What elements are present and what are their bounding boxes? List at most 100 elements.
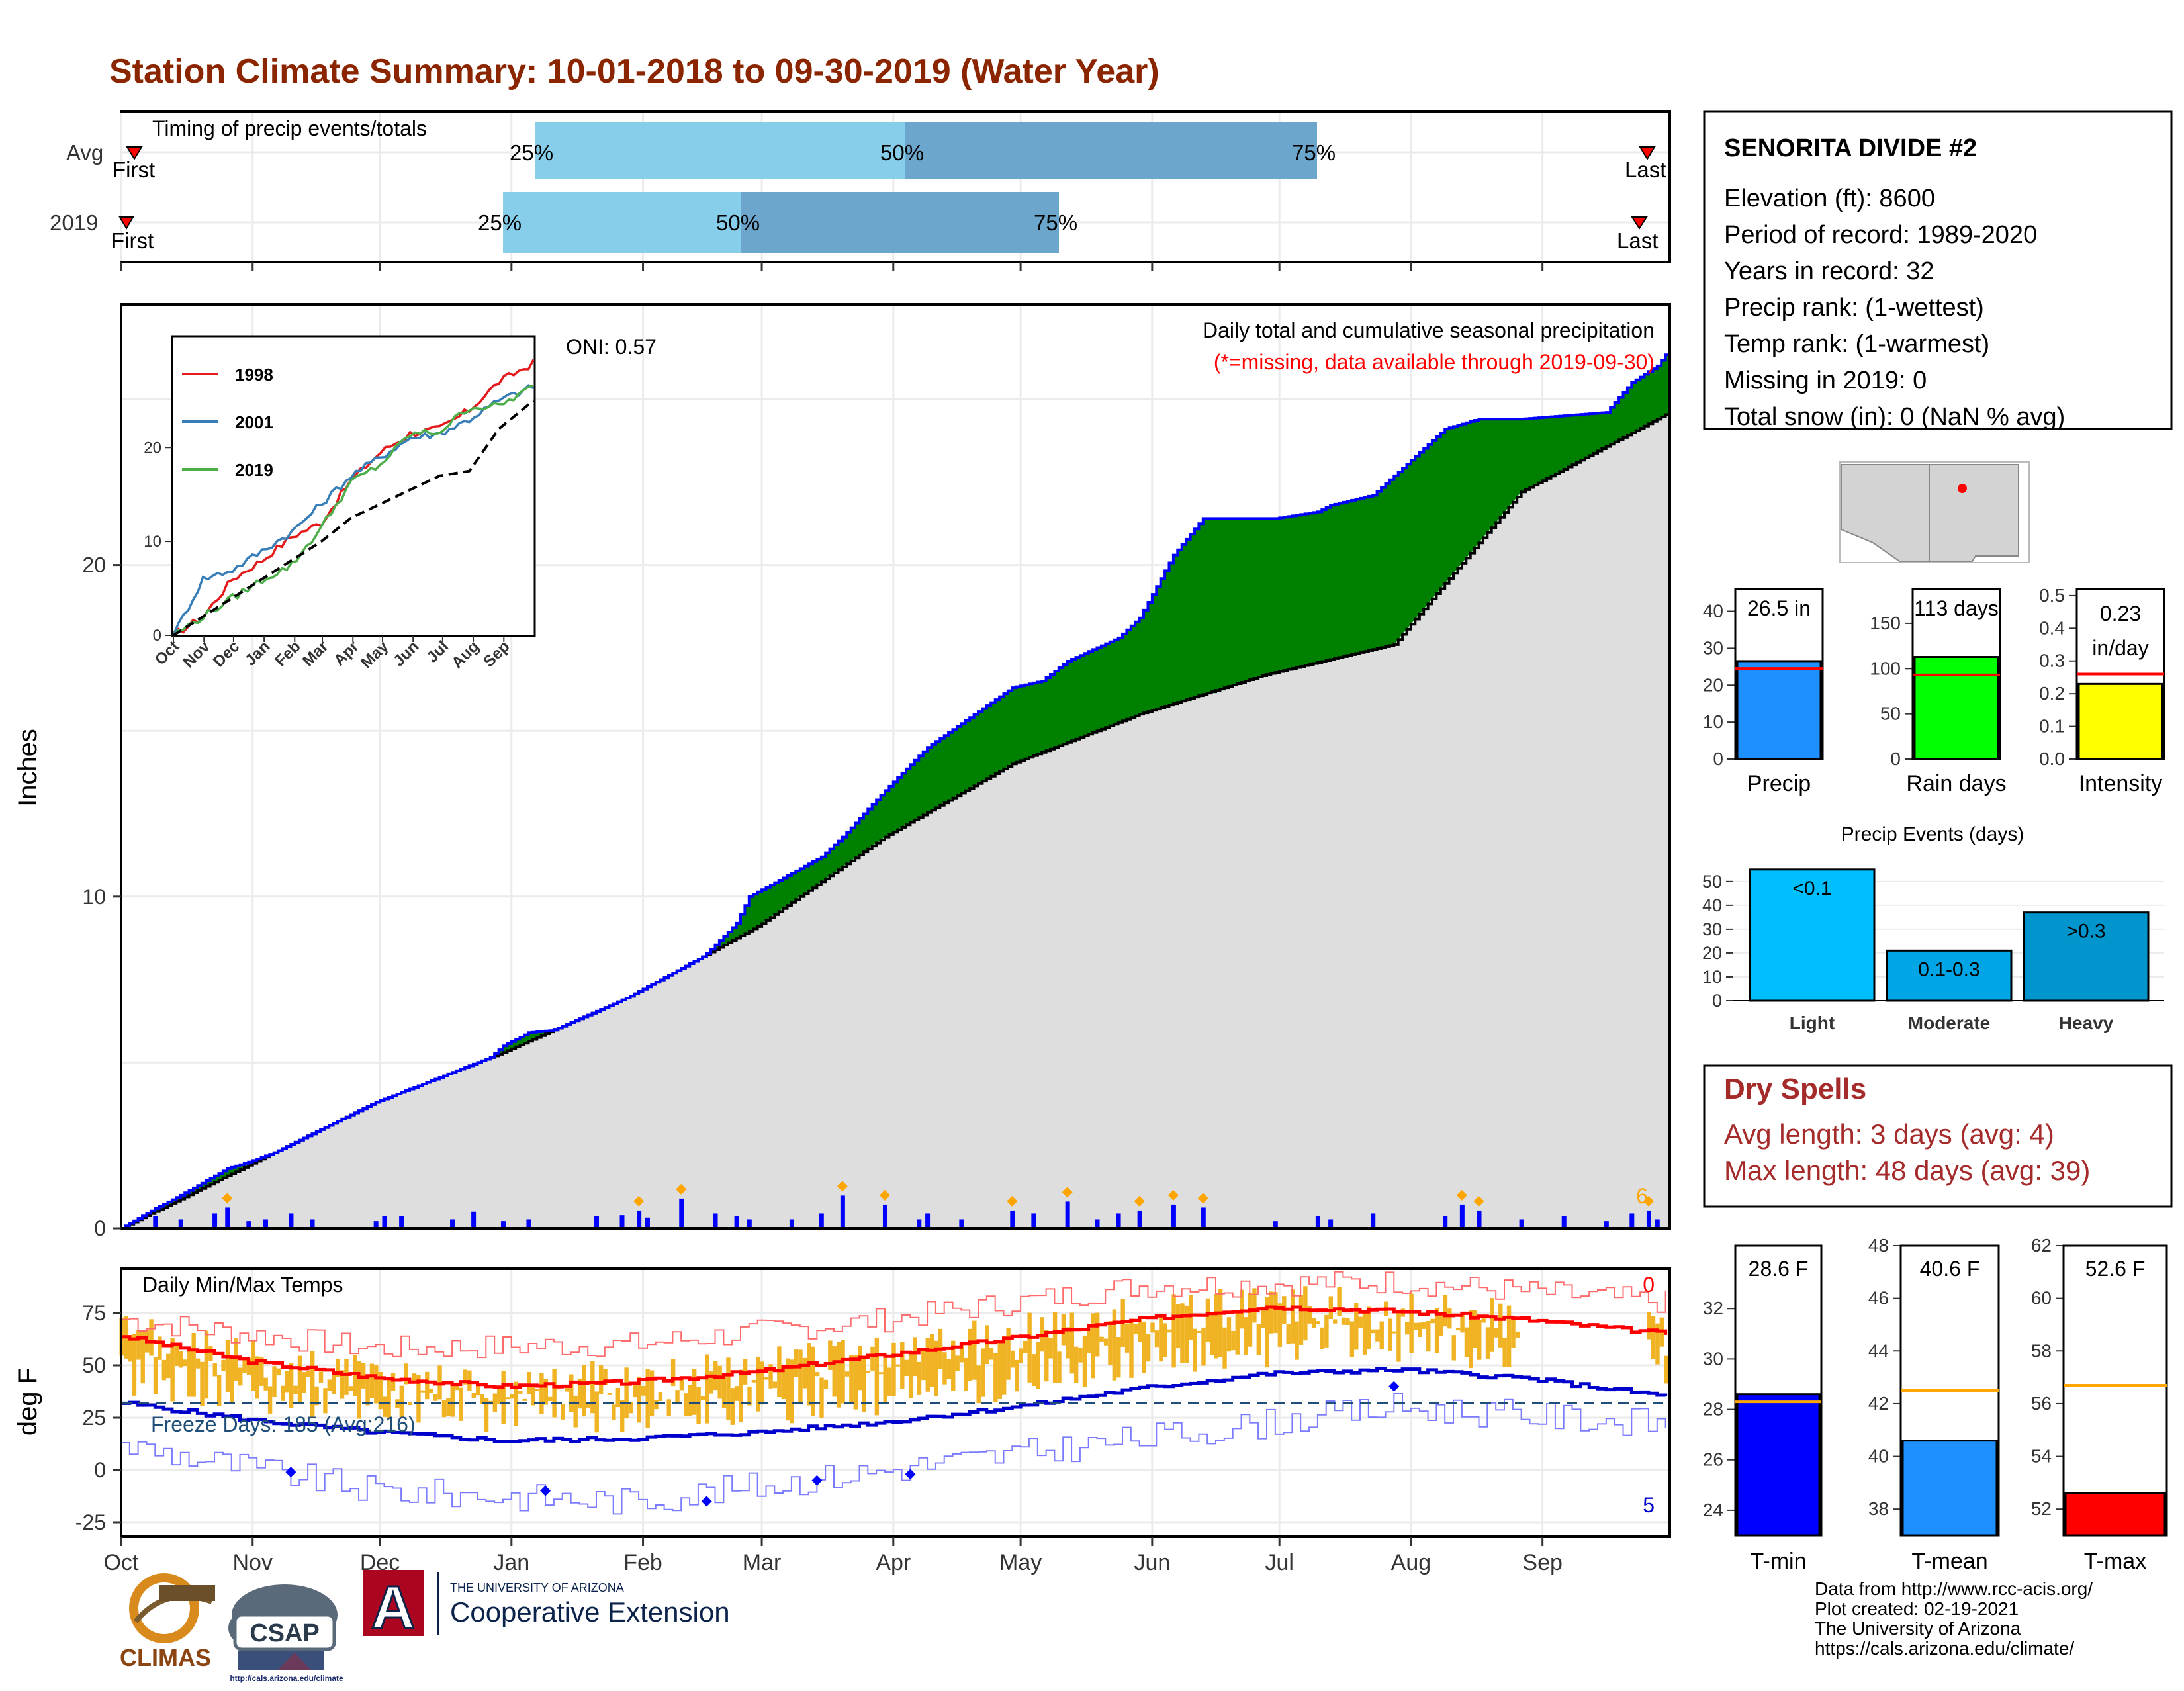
summary-value-label: 113 days [1914, 596, 1999, 620]
daily-temp-range-bar [323, 1388, 328, 1414]
daily-temp-range-bar [781, 1367, 786, 1400]
daily-precip-bar [1065, 1201, 1070, 1228]
daily-temp-range-bar [255, 1356, 260, 1399]
daily-temp-range-bar [1163, 1323, 1167, 1357]
csap-wordmark: CSAP [250, 1620, 320, 1647]
tsum-category-label: T-min [1751, 1549, 1807, 1574]
daily-precip-bar [1443, 1216, 1448, 1228]
daily-temp-range-bar [140, 1330, 145, 1384]
daily-temp-range-bar [1506, 1305, 1512, 1367]
daily-precip-bar [645, 1217, 650, 1228]
tsum-y-tick-label: 48 [1868, 1235, 1889, 1256]
daily-precip-bar [225, 1207, 230, 1228]
tsum-y-tick-label: 44 [1868, 1340, 1889, 1361]
daily-temp-range-bar [721, 1375, 727, 1408]
timing-avg-row-label: Avg [66, 140, 103, 165]
daily-temp-range-bar [357, 1361, 361, 1419]
daily-temp-range-bar [1418, 1322, 1422, 1338]
daily-temp-range-bar [285, 1371, 289, 1393]
daily-temp-range-bar [216, 1375, 222, 1406]
summary-y-tick-label: 0.0 [2039, 749, 2065, 769]
station-line-period: Period of record: 1989-2020 [1724, 221, 2037, 249]
timing-2019-first: First [111, 228, 154, 253]
events-bar-light [1749, 868, 1876, 1002]
daily-temp-range-bar [989, 1348, 994, 1360]
daily-temp-range-bar [658, 1392, 663, 1401]
daily-temp-range-bar [136, 1330, 141, 1360]
daily-temp-range-bar [200, 1361, 205, 1406]
average-max-line [121, 1305, 1668, 1389]
events-bar-value-label: <0.1 [1792, 878, 1831, 899]
daily-temp-range-bar [921, 1348, 926, 1381]
events-bar-value-label: 0.1-0.3 [1918, 958, 1979, 980]
daily-temp-range-bar [709, 1371, 714, 1394]
daily-temp-range-bar [1316, 1321, 1320, 1324]
daily-temp-range-bar [1337, 1287, 1342, 1316]
daily-temp-range-bar [1515, 1331, 1520, 1338]
heavy-precip-marker [633, 1195, 645, 1207]
daily-temp-range-bar [1439, 1312, 1443, 1337]
daily-precip-bar [310, 1219, 315, 1228]
daily-precip-bar [526, 1219, 531, 1228]
daily-temp-range-bar [149, 1319, 154, 1356]
daily-temp-range-bar [179, 1351, 183, 1368]
above-average-area [121, 349, 1670, 1228]
daily-temp-range-bar [1371, 1329, 1376, 1334]
climas-bar-icon [159, 1585, 215, 1601]
summary-bar-rain-days [1913, 656, 1999, 760]
daily-temp-range-bar [267, 1386, 273, 1414]
daily-temp-range-bar [276, 1368, 281, 1376]
daily-temp-range-bar [696, 1387, 701, 1424]
heavy-precip-marker [1134, 1195, 1145, 1207]
daily-temp-range-bar [412, 1373, 417, 1383]
daily-temp-range-bar [1023, 1340, 1028, 1353]
tsum-y-tick-label: 26 [1703, 1449, 1723, 1470]
daily-temp-range-bar [1664, 1355, 1668, 1384]
events-bar-moderate [1886, 949, 2013, 1002]
summary-value-label: 0.23 [2100, 602, 2141, 625]
daily-precip-bar [619, 1215, 625, 1228]
daily-temp-range-bar [484, 1398, 489, 1432]
daily-temp-range-bar [1099, 1336, 1104, 1342]
summary-bar-charts: 0 10 20 30 40 26.5 in Precip 0 50 100 150 113 days R… [1703, 585, 2165, 796]
daily-temp-range-bar [841, 1340, 845, 1404]
summary-bar-precip [1736, 660, 1822, 760]
daily-temp-range-bar [365, 1376, 370, 1406]
daily-temp-range-bar [1434, 1308, 1439, 1353]
daily-temp-range-bar [1277, 1303, 1283, 1347]
timing-avg-bar-early [535, 122, 905, 179]
events-category-label: Light [1790, 1013, 1835, 1033]
daily-temp-range-bar [849, 1355, 854, 1404]
station-line-years: Years in record: 32 [1724, 257, 1934, 285]
daily-precip-bar [925, 1213, 931, 1228]
daily-temp-range-bar [1226, 1317, 1232, 1352]
daily-temp-range-bar [607, 1393, 612, 1395]
daily-precip-bar [500, 1221, 506, 1228]
daily-precip-bar [917, 1219, 922, 1228]
daily-temp-range-bar [908, 1351, 913, 1398]
timing-2019-first-marker [118, 216, 134, 230]
daily-precip-bar [178, 1219, 183, 1228]
daily-precip-bar [1273, 1221, 1278, 1228]
daily-temp-range-bar [1511, 1316, 1516, 1348]
summary-y-tick-label: 0 [1713, 749, 1723, 769]
ua-extension-logo: A THE UNIVERSITY OF ARIZONA Cooperative … [363, 1570, 730, 1643]
climas-sun-icon [129, 1573, 199, 1643]
dry-spells-box: Dry Spells Avg length: 3 days (avg: 4) M… [1703, 1064, 2173, 1208]
csap-logo: CSAP http://cals.arizona.edu/climate [228, 1584, 343, 1683]
timing-avg-first-marker [126, 146, 143, 160]
daily-temp-range-bar [1473, 1310, 1477, 1349]
daily-temp-range-bar [1222, 1327, 1227, 1369]
precip-y-tick-label: 0 [94, 1216, 106, 1240]
station-info-box: SENORITA DIVIDE #2 Elevation (ft): 8600 … [1703, 110, 2173, 431]
daily-temp-range-bar [480, 1394, 484, 1404]
temp-title: Daily Min/Max Temps [142, 1273, 343, 1297]
record-min-line [121, 1393, 1666, 1515]
daily-temp-range-bar [887, 1367, 892, 1396]
events-bar-heavy [2023, 911, 2150, 1002]
daily-temp-range-bar [1485, 1327, 1490, 1359]
summary-y-tick-label: 0.5 [2039, 585, 2065, 606]
precip-missing-note: (*=missing, data available through 2019-… [1214, 350, 1655, 374]
daily-temp-range-bar [1426, 1321, 1431, 1352]
